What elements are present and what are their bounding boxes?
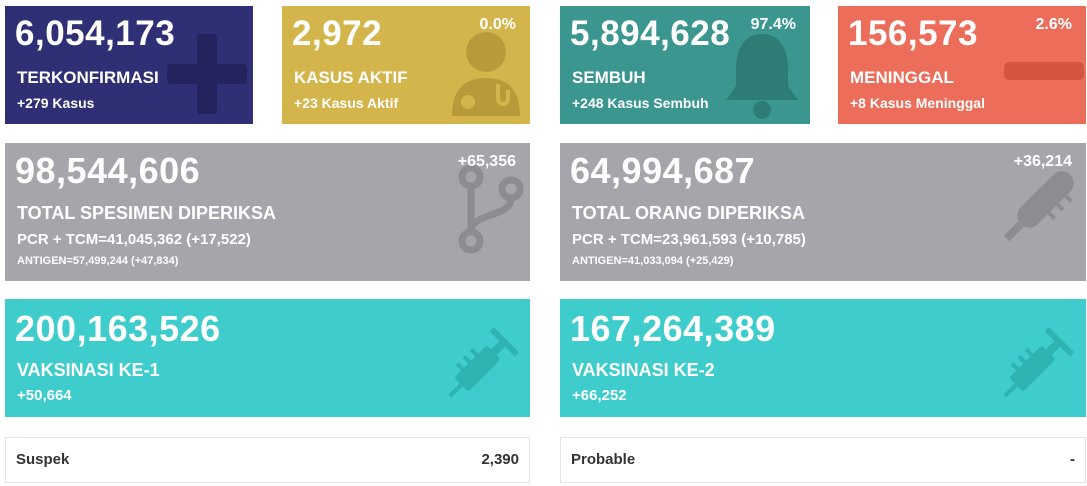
syringe-icon — [1003, 327, 1074, 398]
recovered-label: SEMBUH — [572, 68, 646, 87]
specimen-pcr: PCR + TCM=41,045,362 (+17,522) — [17, 231, 251, 248]
specimen-card: +65,356 98,544,606 TOTAL SPESIMEN DIPERI… — [5, 143, 530, 281]
probable-value: - — [1070, 451, 1075, 468]
active-sub: +23 Kasus Aktif — [294, 95, 399, 111]
vaccine2-card: 167,264,389 VAKSINASI KE-2 +66,252 — [560, 299, 1086, 417]
branch-icon — [458, 165, 524, 254]
active-card: 0.0% 2,972 KASUS AKTIF +23 Kasus Aktif — [282, 6, 530, 124]
vaccine1-value: 200,163,526 — [15, 308, 221, 349]
confirmed-sub: +279 Kasus — [17, 95, 95, 111]
active-percent: 0.0% — [479, 16, 516, 33]
people-value: 64,994,687 — [570, 150, 756, 191]
vaccine1-label: VAKSINASI KE-1 — [17, 360, 160, 380]
suspek-row: Suspek 2,390 — [5, 437, 530, 483]
active-label: KASUS AKTIF — [294, 68, 408, 87]
people-delta: +36,214 — [1013, 153, 1072, 170]
recovered-percent: 97.4% — [750, 16, 796, 33]
minus-icon — [1004, 62, 1084, 80]
syringe-icon — [448, 327, 519, 398]
specimen-delta: +65,356 — [457, 153, 516, 170]
suspek-label: Suspek — [16, 451, 70, 468]
vaccine2-sub: +66,252 — [572, 387, 627, 404]
people-label: TOTAL ORANG DIPERIKSA — [572, 203, 806, 223]
plus-icon — [167, 34, 247, 114]
confirmed-card: 6,054,173 TERKONFIRMASI +279 Kasus — [5, 6, 253, 124]
people-antigen: ANTIGEN=41,033,094 (+25,429) — [572, 255, 734, 267]
suspek-value: 2,390 — [481, 451, 519, 468]
deaths-sub: +8 Kasus Meninggal — [850, 95, 985, 111]
recovered-value: 5,894,628 — [570, 14, 731, 53]
active-value: 2,972 — [292, 14, 383, 53]
vaccine2-label: VAKSINASI KE-2 — [572, 360, 715, 380]
vaccine2-value: 167,264,389 — [570, 308, 776, 349]
confirmed-label: TERKONFIRMASI — [17, 68, 159, 87]
deaths-label: MENINGGAL — [850, 68, 954, 87]
recovered-sub: +248 Kasus Sembuh — [572, 95, 709, 111]
people-card: +36,214 64,994,687 TOTAL ORANG DIPERIKSA… — [560, 143, 1086, 281]
deaths-value: 156,573 — [848, 14, 979, 53]
specimen-value: 98,544,606 — [15, 150, 201, 191]
specimen-antigen: ANTIGEN=57,499,244 (+47,834) — [17, 255, 179, 267]
bell-icon — [726, 34, 798, 119]
vaccine1-card: 200,163,526 VAKSINASI KE-1 +50,664 — [5, 299, 530, 417]
deaths-card: 2.6% 156,573 MENINGGAL +8 Kasus Meningga… — [838, 6, 1086, 124]
probable-label: Probable — [571, 451, 636, 468]
deaths-percent: 2.6% — [1035, 16, 1072, 33]
recovered-card: 97.4% 5,894,628 SEMBUH +248 Kasus Sembuh — [560, 6, 810, 124]
confirmed-value: 6,054,173 — [15, 14, 176, 53]
thermometer-icon — [1003, 171, 1074, 242]
people-pcr: PCR + TCM=23,961,593 (+10,785) — [572, 231, 806, 248]
vaccine1-sub: +50,664 — [17, 387, 72, 404]
doctor-icon — [452, 32, 520, 116]
probable-row: Probable - — [560, 437, 1086, 483]
specimen-label: TOTAL SPESIMEN DIPERIKSA — [17, 203, 277, 223]
